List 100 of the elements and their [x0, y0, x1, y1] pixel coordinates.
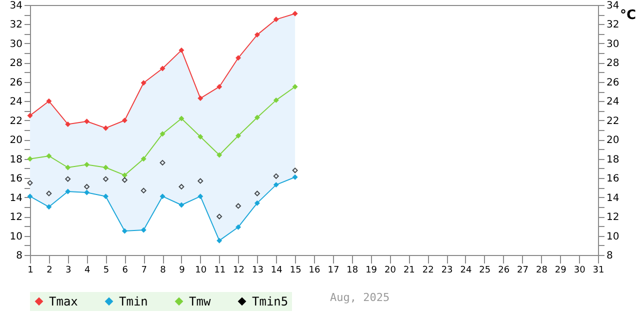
y-tick-label: 28	[10, 58, 22, 70]
legend-label: Tmin	[119, 294, 148, 308]
x-tick-label: 22	[422, 266, 434, 276]
point	[122, 172, 128, 178]
y-tick-label: 16	[10, 174, 22, 185]
x-tick-label: 28	[536, 266, 548, 276]
legend-label: Tmin5	[252, 294, 288, 308]
point	[178, 202, 184, 208]
point	[140, 156, 146, 162]
point	[46, 153, 52, 159]
x-tick-label: 24	[460, 266, 472, 276]
y-tick-label: 14	[10, 192, 22, 204]
x-tick-label: 6	[122, 266, 128, 276]
y-tick-label: 34	[10, 0, 22, 12]
point	[84, 118, 90, 124]
point	[65, 121, 71, 127]
point	[140, 188, 146, 194]
y2-tick-label: 34	[606, 0, 620, 12]
point	[273, 16, 279, 22]
point	[178, 184, 184, 190]
point	[140, 227, 146, 233]
point	[160, 194, 166, 200]
point	[46, 98, 52, 104]
point	[84, 190, 90, 196]
point	[84, 162, 90, 168]
point	[160, 131, 166, 137]
point	[273, 173, 279, 179]
y2-tick-label: 14	[606, 192, 620, 204]
y-tick-label: 22	[10, 116, 22, 127]
point	[122, 228, 128, 234]
x-tick-label: 21	[403, 266, 415, 276]
text: Aug, 2025	[330, 291, 390, 304]
point	[236, 224, 242, 230]
x-tick-label: 12	[233, 266, 244, 276]
point	[292, 10, 298, 16]
y2-tick-label: 22	[606, 116, 620, 127]
y2-tick-label: 10	[606, 231, 620, 242]
x-tick-label: 17	[328, 266, 340, 276]
x-tick-label: 2	[46, 266, 52, 276]
x-tick-label: 20	[384, 266, 396, 276]
y-tick-label: 10	[10, 231, 22, 242]
x-tick-label: 23	[441, 266, 453, 276]
y-tick-label: 20	[10, 135, 22, 146]
x-tick-label: 26	[498, 266, 510, 276]
point	[236, 203, 242, 209]
y2-tick-label: 26	[606, 77, 620, 88]
point	[254, 32, 260, 38]
y-tick-label: 32	[10, 20, 22, 31]
point	[273, 97, 279, 103]
y2-tick-label: 12	[606, 212, 620, 224]
point	[102, 194, 108, 200]
text: °C	[620, 8, 636, 23]
x-tick-label: 7	[141, 266, 147, 276]
y2-tick-label: 18	[606, 154, 620, 166]
point	[236, 133, 242, 139]
x-tick-label: 5	[103, 266, 110, 276]
y2-tick-label: 30	[606, 38, 620, 50]
x-tick-label: 25	[479, 266, 491, 276]
point	[122, 177, 128, 183]
point	[65, 176, 71, 182]
point	[216, 84, 222, 90]
y-tick-label: 24	[10, 96, 22, 108]
point	[178, 116, 184, 122]
point	[292, 168, 298, 174]
point	[27, 194, 33, 200]
x-tick-label: 11	[214, 266, 226, 276]
point	[46, 190, 52, 196]
point	[198, 96, 204, 102]
x-tick-label: 29	[554, 266, 567, 276]
legend-label: Tmw	[189, 294, 212, 308]
x-tick-label: 10	[195, 266, 207, 276]
point	[65, 164, 71, 170]
point	[273, 182, 279, 188]
point	[46, 204, 52, 210]
y-tick-label: 8	[16, 250, 22, 262]
point	[102, 164, 108, 170]
point	[27, 156, 33, 162]
point	[27, 112, 33, 118]
x-tick-label: 14	[270, 266, 283, 276]
x-tick-label: 3	[66, 266, 72, 276]
y2-tick-label: 28	[606, 58, 620, 70]
point	[178, 47, 184, 53]
y-tick-label: 30	[10, 38, 22, 50]
point	[254, 114, 260, 120]
y2-tick-label: 20	[606, 135, 620, 146]
point	[254, 190, 260, 196]
point	[102, 125, 108, 131]
point	[216, 152, 222, 158]
point	[198, 178, 204, 184]
point	[140, 80, 146, 86]
x-tick-label: 19	[366, 266, 378, 276]
x-tick-label: 1	[28, 266, 34, 276]
y2-tick-label: 32	[606, 20, 620, 31]
legend-label: Tmax	[49, 294, 78, 308]
point	[160, 66, 166, 72]
x-tick-label: 27	[517, 266, 528, 276]
x-tick-label: 4	[84, 266, 90, 276]
point	[27, 180, 33, 186]
y-tick-label: 12	[10, 212, 22, 224]
y-tick-label: 18	[10, 154, 22, 166]
